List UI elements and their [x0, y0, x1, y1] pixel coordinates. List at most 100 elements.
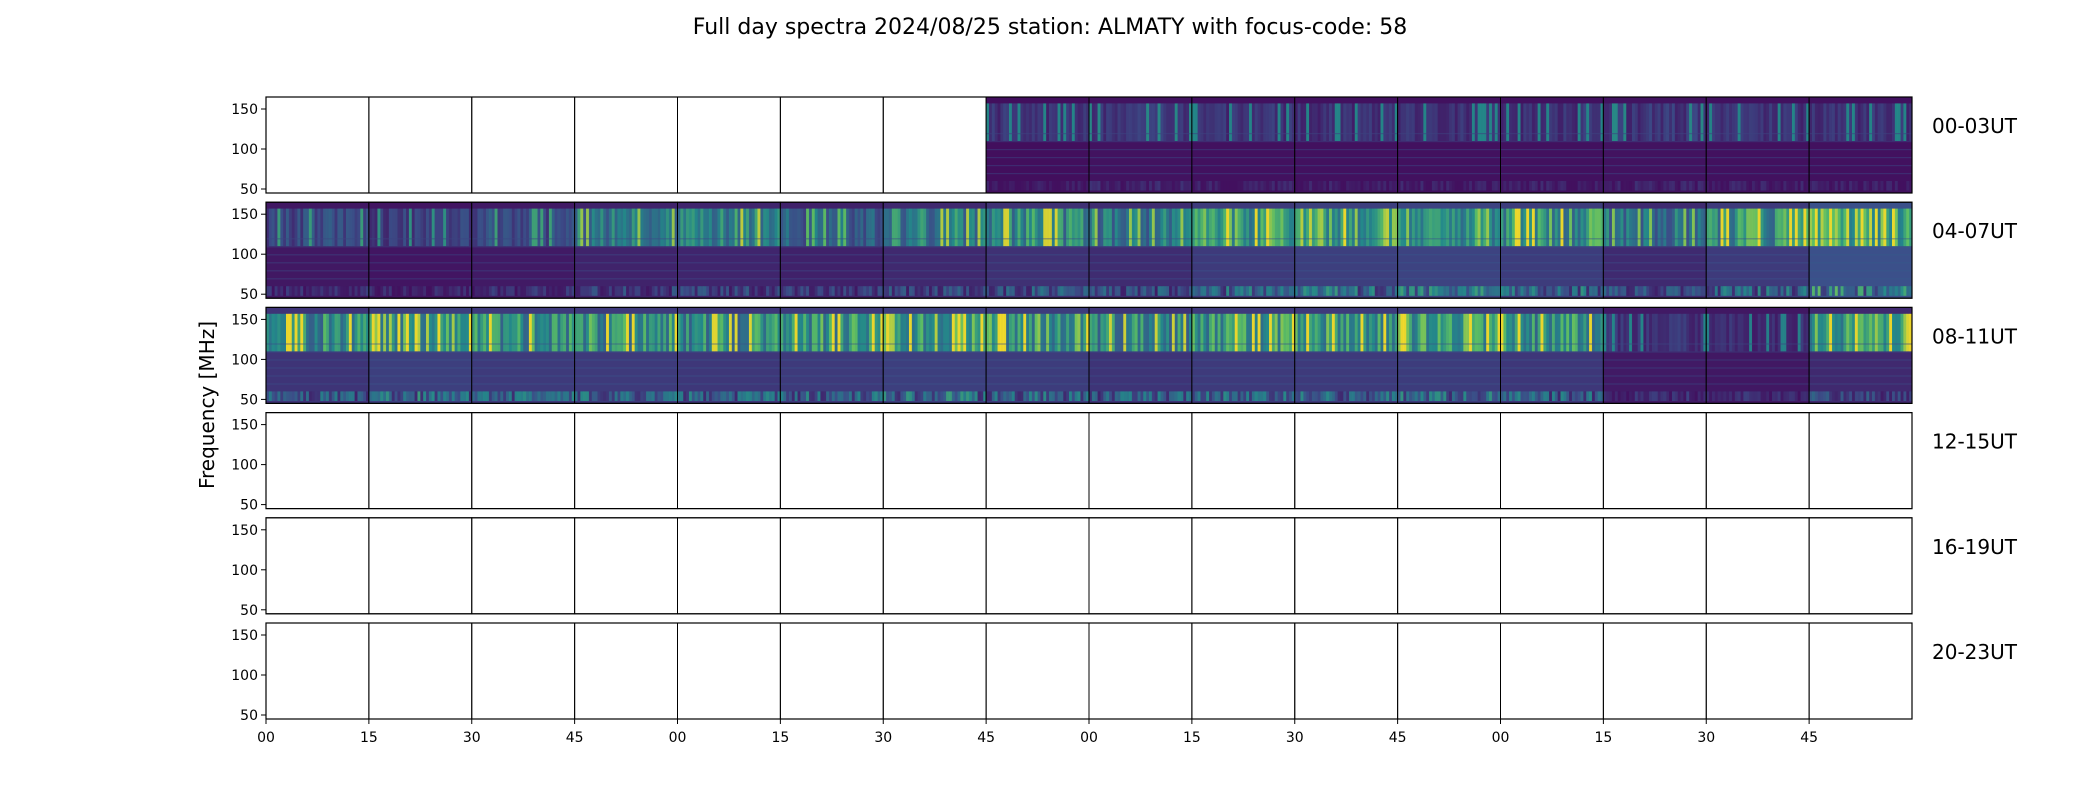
spectral-stripe — [1783, 103, 1787, 141]
spectral-stripe — [766, 208, 770, 247]
low-band-stripe — [340, 391, 344, 401]
low-band-stripe — [1420, 181, 1424, 191]
low-band-stripe — [1023, 286, 1027, 296]
spectral-stripe — [1209, 313, 1213, 352]
spectral-stripe — [997, 103, 1001, 141]
low-band-stripe — [931, 286, 935, 296]
spectral-stripe — [1171, 103, 1176, 141]
low-band-stripe — [828, 391, 833, 401]
low-band-stripe — [1831, 181, 1836, 191]
low-band-stripe — [500, 391, 504, 401]
low-band-stripe — [1400, 181, 1404, 191]
spectral-stripe — [826, 208, 830, 247]
spectral-stripe — [1237, 313, 1241, 352]
low-band-stripe — [1266, 181, 1270, 191]
low-band-stripe — [697, 391, 701, 401]
spectral-stripe — [411, 313, 415, 352]
low-band-stripe — [711, 286, 715, 296]
spectral-stripe — [1569, 208, 1573, 247]
spectral-stripe — [1186, 313, 1190, 352]
spectral-stripe — [1889, 208, 1893, 247]
spectral-stripe — [308, 208, 313, 247]
low-band-stripe — [517, 286, 521, 296]
low-band-stripe — [648, 391, 653, 401]
spectral-stripe — [1831, 208, 1836, 247]
spectral-stripe — [951, 208, 955, 247]
spectral-stripe — [480, 313, 484, 352]
spectral-stripe — [1866, 313, 1870, 352]
spectral-stripe — [891, 313, 895, 352]
spectral-stripe — [1417, 313, 1421, 352]
spectral-stripe — [1734, 208, 1738, 247]
spectral-stripe — [1820, 103, 1824, 141]
low-band-stripe — [806, 391, 810, 401]
low-band-stripe — [1223, 391, 1227, 401]
low-band-stripe — [1551, 181, 1556, 191]
spectral-stripe — [1311, 313, 1316, 352]
spectral-stripe — [1077, 103, 1081, 141]
low-band-stripe — [1377, 391, 1381, 401]
low-band-stripe — [1683, 391, 1687, 401]
spectral-stripe — [808, 208, 813, 247]
low-band-stripe — [511, 286, 515, 296]
low-band-stripe — [546, 391, 550, 401]
spectral-stripe — [1483, 208, 1487, 247]
spectral-stripe — [1440, 313, 1444, 352]
spectral-stripe — [600, 208, 604, 247]
low-band-stripe — [1131, 286, 1136, 296]
low-band-stripe — [1394, 391, 1398, 401]
low-band-stripe — [1711, 391, 1716, 401]
low-band-stripe — [1137, 391, 1141, 401]
spectral-stripe — [1534, 103, 1538, 141]
spectral-stripe — [963, 313, 967, 352]
spectral-stripe — [1466, 103, 1470, 141]
frequency-streak — [266, 270, 369, 272]
low-band-stripe — [746, 286, 750, 296]
low-band-stripe — [1809, 391, 1813, 401]
spectral-stripe — [363, 208, 367, 247]
low-band-stripe — [817, 391, 821, 401]
spectral-stripe — [1366, 313, 1370, 352]
low-band-stripe — [357, 391, 361, 401]
spectral-stripe — [1286, 208, 1290, 247]
spectral-stripe — [591, 208, 595, 247]
frequency-streak — [1397, 343, 1501, 345]
low-band-stripe — [1560, 286, 1564, 296]
low-band-stripe — [1711, 286, 1716, 296]
frequency-streak — [677, 367, 781, 369]
low-band-stripe — [328, 391, 333, 401]
spectral-stripe — [1040, 208, 1044, 247]
spectral-stripe — [554, 208, 558, 247]
frequency-streak — [1089, 149, 1192, 151]
low-band-stripe — [780, 391, 784, 401]
low-band-stripe — [566, 286, 570, 296]
spectral-stripe — [1557, 313, 1561, 352]
spectral-stripe — [1731, 313, 1736, 352]
spectral-stripe — [1654, 313, 1658, 352]
low-band-stripe — [1028, 391, 1033, 401]
spectrogram-panel — [1294, 306, 1399, 404]
spectral-stripe — [1897, 103, 1901, 141]
low-band-stripe — [986, 181, 990, 191]
low-band-stripe — [834, 286, 838, 296]
frequency-streak — [780, 343, 884, 345]
spectrogram-panel — [1808, 201, 1913, 299]
spectral-stripe — [1803, 313, 1807, 352]
spectral-stripe — [1357, 103, 1361, 141]
low-band-stripe — [1169, 391, 1173, 401]
frequency-streak — [986, 133, 1089, 135]
low-band-stripe — [937, 391, 941, 401]
spectral-stripe — [486, 313, 490, 352]
spectral-stripe — [297, 208, 301, 247]
spectral-stripe — [457, 313, 461, 352]
spectral-stripe — [1880, 313, 1884, 352]
spectral-stripe — [808, 313, 813, 352]
low-band-stripe — [1406, 286, 1410, 296]
spectral-stripe — [1209, 208, 1213, 247]
low-band-stripe — [331, 286, 335, 296]
low-band-stripe — [1086, 286, 1090, 296]
low-band-stripe — [706, 391, 710, 401]
spectral-stripe — [297, 313, 301, 352]
spectral-stripe — [1463, 208, 1467, 247]
